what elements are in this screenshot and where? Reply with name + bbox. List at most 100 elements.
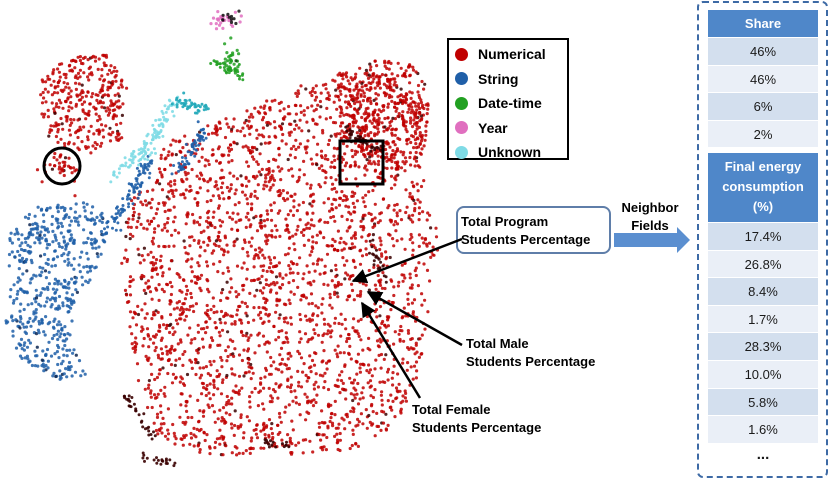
scatter-point [223, 321, 227, 325]
scatter-point [198, 215, 202, 220]
scatter-point [216, 187, 220, 191]
scatter-point [140, 254, 144, 258]
scatter-point [259, 105, 263, 109]
scatter-point [165, 195, 169, 199]
scatter-point [278, 209, 282, 213]
scatter-point [321, 333, 325, 338]
scatter-point [160, 287, 164, 291]
scatter-point [355, 329, 359, 333]
scatter-point [169, 313, 173, 317]
scatter-point [320, 302, 324, 306]
scatter-point [338, 438, 342, 442]
scatter-point [270, 431, 274, 436]
scatter-point [206, 279, 210, 283]
scatter-point [240, 386, 244, 390]
scatter-point [160, 188, 165, 192]
scatter-point [252, 265, 256, 269]
scatter-point [188, 304, 192, 309]
scatter-point [192, 444, 196, 448]
scatter-point [167, 267, 171, 271]
scatter-point [171, 326, 175, 330]
scatter-point [263, 104, 267, 108]
scatter-point [246, 361, 250, 365]
scatter-point [308, 186, 313, 190]
scatter-point [124, 248, 128, 252]
scatter-point [372, 265, 376, 269]
scatter-point [284, 142, 288, 146]
scatter-point [231, 389, 235, 393]
scatter-point [392, 244, 396, 248]
scatter-point [183, 245, 187, 250]
scatter-point [336, 378, 340, 382]
scatter-point [369, 162, 373, 166]
scatter-point [227, 153, 231, 157]
table-cell: 26.8% [708, 250, 818, 279]
scatter-point [368, 379, 373, 383]
scatter-point [233, 445, 237, 449]
scatter-point [146, 279, 150, 283]
scatter-point [390, 376, 394, 380]
scatter-point [400, 329, 404, 333]
scatter-point [328, 419, 332, 424]
scatter-point [343, 100, 348, 104]
scatter-point [294, 395, 298, 399]
scatter-point [199, 289, 203, 293]
scatter-point [263, 433, 267, 437]
scatter-point [333, 434, 337, 438]
scatter-point [249, 194, 253, 199]
scatter-point [286, 321, 290, 325]
scatter-point [260, 274, 264, 278]
scatter-point [259, 142, 263, 146]
scatter-point [365, 147, 369, 151]
scatter-point [392, 293, 396, 298]
scatter-point [318, 99, 322, 104]
scatter-point [289, 147, 293, 151]
scatter-point [134, 336, 138, 340]
scatter-point [244, 311, 248, 315]
scatter-point [325, 244, 329, 248]
scatter-point [297, 91, 301, 96]
scatter-point [184, 284, 188, 288]
scatter-point [159, 410, 163, 414]
scatter-point [298, 118, 302, 122]
scatter-point [255, 196, 259, 200]
scatter-point [291, 279, 296, 283]
scatter-point [413, 352, 417, 356]
scatter-point [329, 215, 333, 220]
scatter-point [325, 361, 329, 365]
scatter-point [169, 363, 174, 367]
table-cell: 5.8% [708, 388, 818, 417]
scatter-point [328, 296, 332, 300]
scatter-point [245, 415, 249, 419]
scatter-point [190, 415, 194, 420]
scatter-point [341, 381, 345, 385]
scatter-point [405, 130, 409, 134]
scatter-point [311, 313, 315, 317]
scatter-point [333, 383, 337, 388]
scatter-point [379, 393, 383, 397]
scatter-point [185, 307, 189, 311]
scatter-point [315, 262, 319, 266]
scatter-point [329, 416, 333, 420]
scatter-point [143, 199, 148, 203]
scatter-point [198, 450, 202, 454]
scatter-point [414, 273, 418, 278]
scatter-point [220, 380, 225, 385]
scatter-point [165, 352, 169, 356]
scatter-point [225, 280, 229, 284]
scatter-point [167, 150, 171, 154]
scatter-point [389, 393, 393, 397]
scatter-point [291, 174, 295, 178]
table-cell: 6% [708, 93, 818, 121]
scatter-point [333, 186, 337, 191]
scatter-point [310, 399, 314, 403]
scatter-point [315, 393, 319, 397]
scatter-point [201, 414, 206, 418]
scatter-point [340, 322, 344, 326]
scatter-point [399, 166, 404, 170]
scatter-point [380, 73, 384, 77]
scatter-point [323, 264, 327, 268]
scatter-point [276, 211, 280, 215]
scatter-point [406, 329, 410, 333]
scatter-point [259, 446, 263, 450]
